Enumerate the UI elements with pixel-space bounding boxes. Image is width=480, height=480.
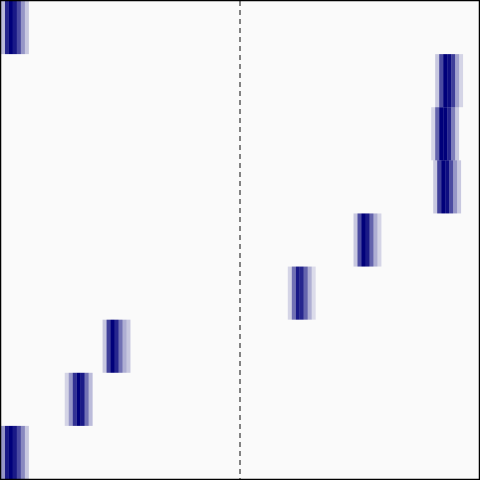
heatmap-cell: [88, 372, 93, 426]
heatmap-cell: [443, 107, 448, 161]
heatmap-cell: [114, 319, 119, 373]
heatmap-cell: [4, 1, 9, 55]
heatmap-cell: [118, 319, 123, 373]
heatmap-cell: [16, 425, 21, 479]
heatmap-cell: [431, 107, 436, 161]
heatmap-cell: [433, 160, 438, 214]
heatmap-cell: [311, 266, 316, 320]
heatmap-cell: [435, 107, 440, 161]
heatmap-cell: [68, 372, 73, 426]
heatmap-cell: [307, 266, 312, 320]
heatmap-cell: [369, 213, 374, 267]
heatmap-cell: [1, 1, 5, 55]
heatmap-cell: [64, 372, 69, 426]
heatmap-cell: [365, 213, 370, 267]
heatmap-cell: [24, 425, 29, 479]
heatmap-cell: [295, 266, 300, 320]
heatmap-cell: [451, 107, 456, 161]
heatmap-cell: [357, 213, 362, 267]
heatmap-cell: [4, 425, 9, 479]
heatmap-cells: [1, 1, 464, 479]
heatmap-cell: [84, 372, 89, 426]
heatmap-cell: [449, 160, 454, 214]
heatmap-cell: [20, 425, 25, 479]
heatmap-cell: [299, 266, 304, 320]
heatmap-cell: [72, 372, 77, 426]
heatmap-cell: [122, 319, 127, 373]
heatmap-cell: [106, 319, 111, 373]
heatmap-cell: [291, 266, 296, 320]
heatmap-cell: [457, 160, 462, 214]
heatmap-cell: [361, 213, 366, 267]
heatmap-cell: [443, 54, 448, 108]
heatmap-cell: [76, 372, 81, 426]
heatmap-cell: [455, 54, 460, 108]
heatmap-cell: [287, 266, 292, 320]
heatmap-cell: [1, 425, 5, 479]
heatmap-cell: [435, 54, 440, 108]
heatmap-cell: [439, 107, 444, 161]
heatmap-cell: [451, 54, 456, 108]
heatmap-cell: [447, 107, 452, 161]
heatmap-cell: [459, 54, 464, 108]
heatmap-cell: [102, 319, 107, 373]
heatmap-cell: [453, 160, 458, 214]
heatmap-cell: [445, 160, 450, 214]
heatmap-cell: [12, 425, 17, 479]
heatmap-cell: [447, 54, 452, 108]
heatmap-cell: [110, 319, 115, 373]
heatmap-cell: [24, 1, 29, 55]
heatmap-cell: [12, 1, 17, 55]
heatmap-cell: [437, 160, 442, 214]
heatmap-cell: [16, 1, 21, 55]
heatmap-cell: [20, 1, 25, 55]
heatmap-cell: [439, 54, 444, 108]
heatmap-cell: [80, 372, 85, 426]
heatmap-cell: [303, 266, 308, 320]
heatmap-cell: [126, 319, 131, 373]
heatmap-cell: [8, 1, 13, 55]
heatmap-cell: [8, 425, 13, 479]
heatmap-cell: [373, 213, 378, 267]
heatmap-cell: [377, 213, 382, 267]
heatmap-cell: [353, 213, 358, 267]
heatmap-cell: [455, 107, 460, 161]
heatmap-cell: [441, 160, 446, 214]
